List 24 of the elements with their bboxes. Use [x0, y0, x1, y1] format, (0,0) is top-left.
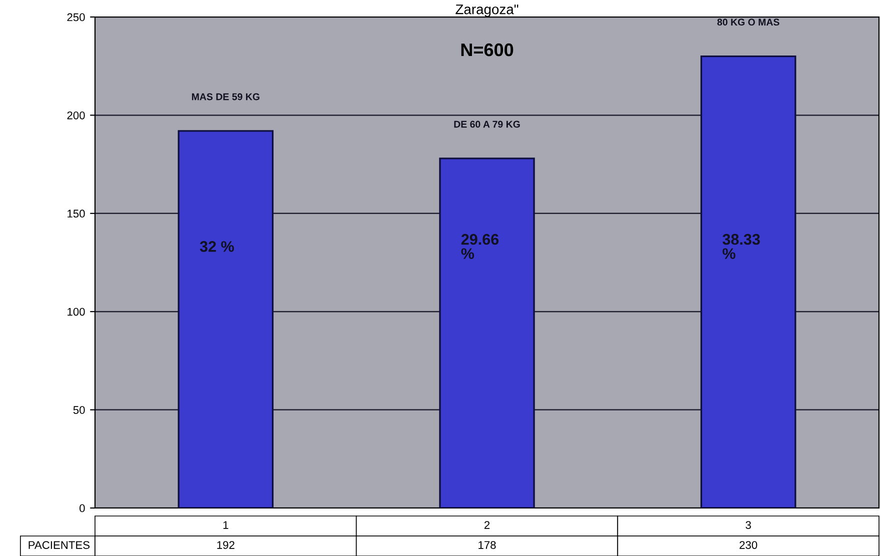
- annotation: 29.66 %: [461, 234, 499, 259]
- bar: [178, 130, 274, 508]
- y-tick-label: 0: [80, 504, 85, 512]
- data-label: 230: [740, 541, 758, 549]
- x-tick-label: 3: [746, 521, 751, 529]
- bar: [439, 158, 535, 508]
- y-tick-label: 50: [73, 406, 85, 414]
- annotation: 38.33 %: [722, 234, 760, 259]
- annotation: DE 60 A 79 KG: [454, 120, 520, 128]
- x-tick-label: 2: [484, 521, 490, 529]
- data-label: 192: [217, 541, 234, 549]
- text: PACIENTES: [28, 541, 90, 549]
- y-tick-label: 250: [67, 13, 85, 22]
- y-tick-label: 150: [68, 210, 85, 218]
- annotation: 32 %: [200, 241, 234, 252]
- y-tick-label: 200: [67, 111, 85, 120]
- x-tick-label: 1: [223, 521, 228, 529]
- annotation: 80 KG O MAS: [717, 18, 780, 26]
- y-tick-label: 100: [68, 308, 85, 316]
- data-label: 178: [478, 541, 496, 549]
- chart-title: Zaragoza": [456, 4, 518, 17]
- annotation: N=600: [461, 43, 514, 56]
- bar: [700, 55, 796, 508]
- annotation: MAS DE 59 KG: [192, 93, 260, 100]
